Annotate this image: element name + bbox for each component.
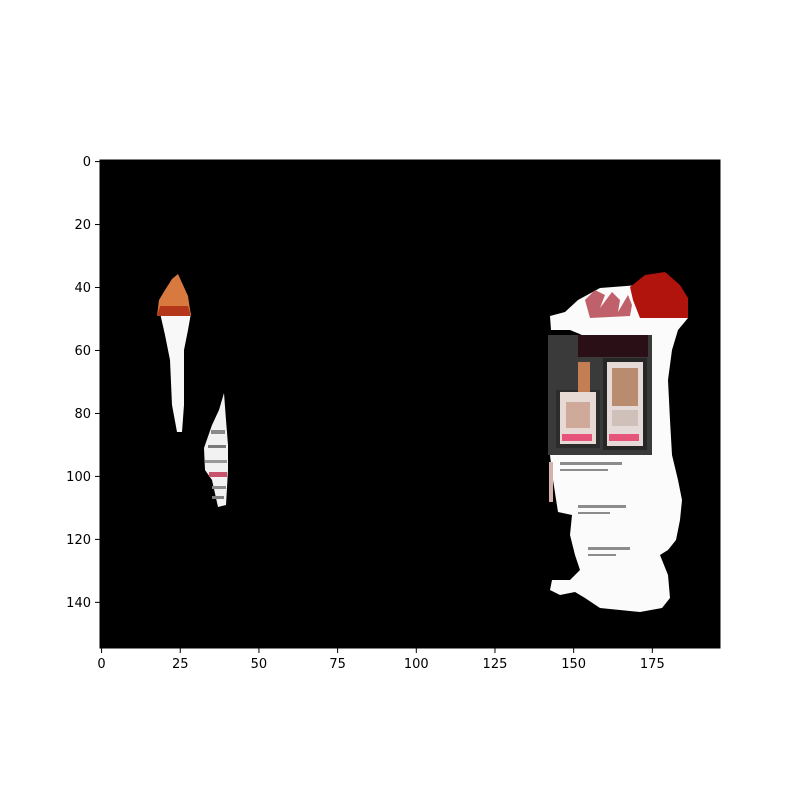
red-pattern <box>585 290 632 318</box>
cone-object <box>157 274 191 432</box>
y-tick-label: 60 <box>74 344 91 359</box>
side-figure <box>578 362 590 392</box>
y-tick-label: 100 <box>66 470 91 485</box>
right-panel-banner <box>609 434 639 441</box>
y-tick-label: 120 <box>66 533 91 548</box>
panel-header <box>578 335 648 357</box>
striped-object <box>204 393 228 507</box>
y-tick-label: 80 <box>74 407 91 422</box>
stripe <box>211 430 225 434</box>
text-mark <box>588 554 616 556</box>
left-panel <box>556 390 600 448</box>
text-mark <box>560 462 622 465</box>
cone-top-shade <box>157 306 191 316</box>
red-cap <box>630 272 688 318</box>
x-axis: 0 25 50 75 100 125 150 175 <box>97 648 665 672</box>
x-tick-label: 50 <box>251 657 268 672</box>
right-panel <box>603 358 647 450</box>
y-tick-label: 140 <box>66 596 91 611</box>
x-tick-label: 0 <box>97 657 105 672</box>
right-panel-image <box>612 368 638 406</box>
x-tick-label: 100 <box>404 657 429 672</box>
text-mark <box>578 512 610 514</box>
stripe <box>209 472 227 477</box>
x-tick-label: 25 <box>172 657 189 672</box>
x-tick-label: 75 <box>329 657 346 672</box>
x-tick-label: 125 <box>483 657 508 672</box>
text-mark <box>560 469 608 471</box>
cone-top <box>157 274 191 316</box>
display-stand-object <box>548 272 688 612</box>
axes-frame <box>99 159 721 649</box>
stripe <box>212 496 224 499</box>
y-tick-label: 40 <box>74 281 91 296</box>
text-mark <box>578 505 626 508</box>
y-tick-label: 20 <box>74 218 91 233</box>
stripe <box>205 460 227 463</box>
cone-body <box>160 313 191 432</box>
image-area <box>100 160 720 648</box>
x-tick-label: 175 <box>640 657 665 672</box>
pink-edge <box>549 462 553 502</box>
x-tick-label: 150 <box>561 657 586 672</box>
striped-body <box>204 393 228 507</box>
left-panel-banner <box>562 434 592 441</box>
left-panel-image <box>566 402 590 428</box>
right-panel-strip <box>612 410 638 426</box>
text-marks <box>560 462 630 556</box>
y-axis: 0 20 40 60 80 100 120 140 <box>66 155 100 611</box>
text-mark <box>588 547 630 550</box>
y-tick-label: 0 <box>83 155 91 170</box>
stripe <box>208 445 226 448</box>
stripe <box>212 486 226 489</box>
